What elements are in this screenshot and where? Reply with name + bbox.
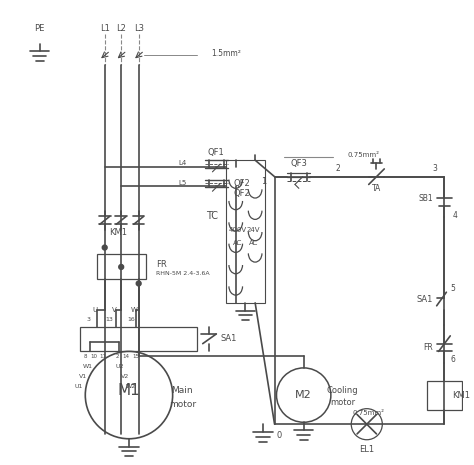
Text: M2: M2 — [295, 390, 312, 400]
Text: TA: TA — [372, 184, 381, 193]
Bar — [81, 327, 197, 352]
Text: 10: 10 — [91, 354, 98, 359]
Bar — [97, 254, 146, 279]
Text: 3: 3 — [432, 165, 437, 173]
Text: U2: U2 — [115, 365, 124, 369]
Text: V2: V2 — [121, 374, 129, 379]
Text: Cooling: Cooling — [327, 386, 358, 395]
Text: motor: motor — [330, 399, 355, 407]
Text: 0: 0 — [277, 432, 282, 440]
Text: L5: L5 — [178, 179, 186, 186]
Text: PE: PE — [35, 24, 45, 33]
Circle shape — [136, 281, 141, 286]
Text: 400V: 400V — [228, 227, 247, 233]
Text: QF1: QF1 — [208, 148, 225, 157]
Text: L1: L1 — [100, 24, 109, 33]
Text: 2: 2 — [116, 354, 119, 359]
Text: 24V: 24V — [246, 227, 260, 233]
Text: W1: W1 — [83, 365, 93, 369]
Text: V: V — [112, 307, 117, 312]
Text: QF3: QF3 — [291, 159, 307, 167]
Text: TC: TC — [206, 211, 218, 220]
Text: AC: AC — [248, 239, 258, 246]
Text: SA1: SA1 — [220, 334, 237, 343]
Text: W2: W2 — [126, 384, 136, 389]
Text: 11: 11 — [99, 354, 106, 359]
Text: KM1: KM1 — [452, 391, 470, 399]
Text: 15: 15 — [132, 354, 139, 359]
Bar — [427, 380, 462, 410]
Text: 2: 2 — [335, 165, 340, 173]
Circle shape — [351, 409, 383, 440]
Text: V1: V1 — [79, 374, 87, 379]
Circle shape — [85, 352, 173, 439]
Text: 3: 3 — [86, 317, 90, 322]
Text: 0.75mm²: 0.75mm² — [352, 410, 384, 416]
Text: L4: L4 — [178, 160, 186, 166]
Text: EL1: EL1 — [359, 445, 374, 454]
Text: W: W — [130, 307, 137, 312]
Text: SA1: SA1 — [417, 295, 433, 305]
Text: Main: Main — [172, 386, 193, 395]
Text: 8: 8 — [83, 354, 87, 359]
Text: 1: 1 — [262, 177, 267, 186]
Text: 0.75mm²: 0.75mm² — [347, 153, 379, 158]
Bar — [226, 160, 265, 303]
Circle shape — [102, 245, 107, 250]
Text: FR: FR — [423, 343, 433, 352]
Text: SB1: SB1 — [418, 193, 433, 203]
Text: U: U — [92, 307, 98, 312]
Text: QF2: QF2 — [234, 179, 251, 188]
Text: 14: 14 — [123, 354, 129, 359]
Circle shape — [119, 265, 124, 269]
Text: KM1: KM1 — [109, 227, 128, 237]
Text: 1.5mm²: 1.5mm² — [211, 49, 241, 58]
Text: 6: 6 — [450, 355, 455, 364]
Text: RHN-5M 2.4-3.6A: RHN-5M 2.4-3.6A — [156, 271, 210, 276]
Text: QF2: QF2 — [234, 189, 251, 198]
Text: motor: motor — [169, 400, 196, 409]
Circle shape — [276, 368, 331, 422]
Text: M1: M1 — [118, 383, 140, 398]
Text: AC: AC — [233, 239, 242, 246]
Text: 4: 4 — [452, 211, 457, 220]
Text: 5: 5 — [450, 284, 455, 293]
Text: L3: L3 — [134, 24, 144, 33]
Text: 16: 16 — [127, 317, 135, 322]
Text: 13: 13 — [106, 317, 113, 322]
Text: U1: U1 — [74, 384, 82, 389]
Text: L2: L2 — [116, 24, 126, 33]
Text: FR: FR — [156, 259, 167, 269]
